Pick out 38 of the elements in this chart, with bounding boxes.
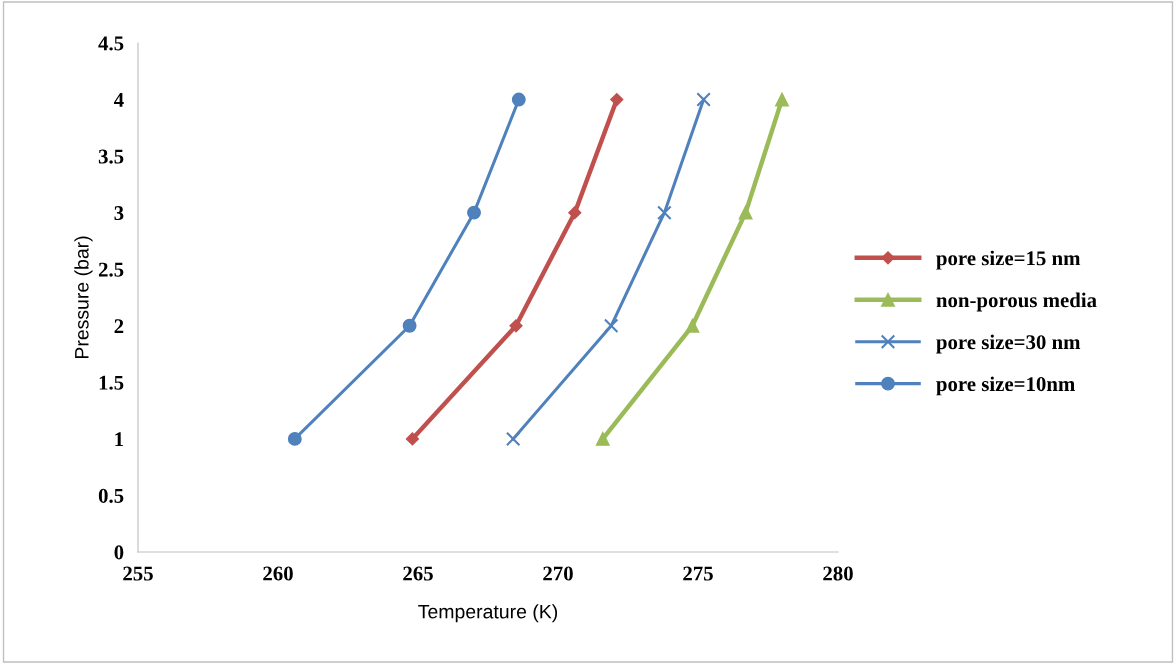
point — [610, 92, 624, 107]
y-tick-label: 2.5 — [98, 262, 124, 277]
x-axis-title: Temperature (K) — [418, 604, 558, 623]
x-tick-label: 260 — [263, 566, 293, 581]
legend-label: pore size=30 nm — [936, 334, 1081, 354]
y-tick-label: 2 — [114, 319, 124, 334]
legend-label: non-porous media — [936, 292, 1097, 312]
point — [775, 92, 789, 107]
point — [738, 205, 753, 220]
point — [696, 92, 711, 107]
legend-label: pore size=15 nm — [936, 250, 1081, 270]
point — [467, 205, 481, 220]
point — [287, 431, 302, 446]
point — [511, 92, 526, 107]
point — [509, 319, 523, 333]
x-tick-label: 270 — [543, 566, 573, 581]
y-tick-label: 1.5 — [99, 375, 124, 390]
y-tick-label: 4 — [113, 93, 124, 107]
x-tick-label: 255 — [123, 566, 153, 581]
point — [402, 318, 417, 333]
y-tick-label: 0.5 — [98, 488, 124, 503]
point — [405, 432, 419, 446]
point — [568, 206, 582, 220]
x-tick-label: 275 — [683, 566, 713, 581]
point — [657, 205, 672, 220]
x-tick-label: 280 — [823, 566, 853, 581]
y-tick-label: 3.5 — [98, 149, 124, 164]
y-tick-label: 1 — [115, 432, 124, 447]
x-tick-label: 265 — [403, 566, 433, 581]
y-tick-label: 0 — [114, 545, 124, 560]
legend-label: pore size=10nm — [936, 376, 1075, 396]
y-tick-label: 3 — [114, 206, 124, 221]
y-tick-label: 4.5 — [98, 36, 124, 51]
point — [685, 318, 700, 333]
point — [603, 318, 619, 334]
point — [595, 431, 610, 446]
point — [505, 431, 521, 447]
y-axis-title: Pressure (bar) — [74, 236, 93, 359]
